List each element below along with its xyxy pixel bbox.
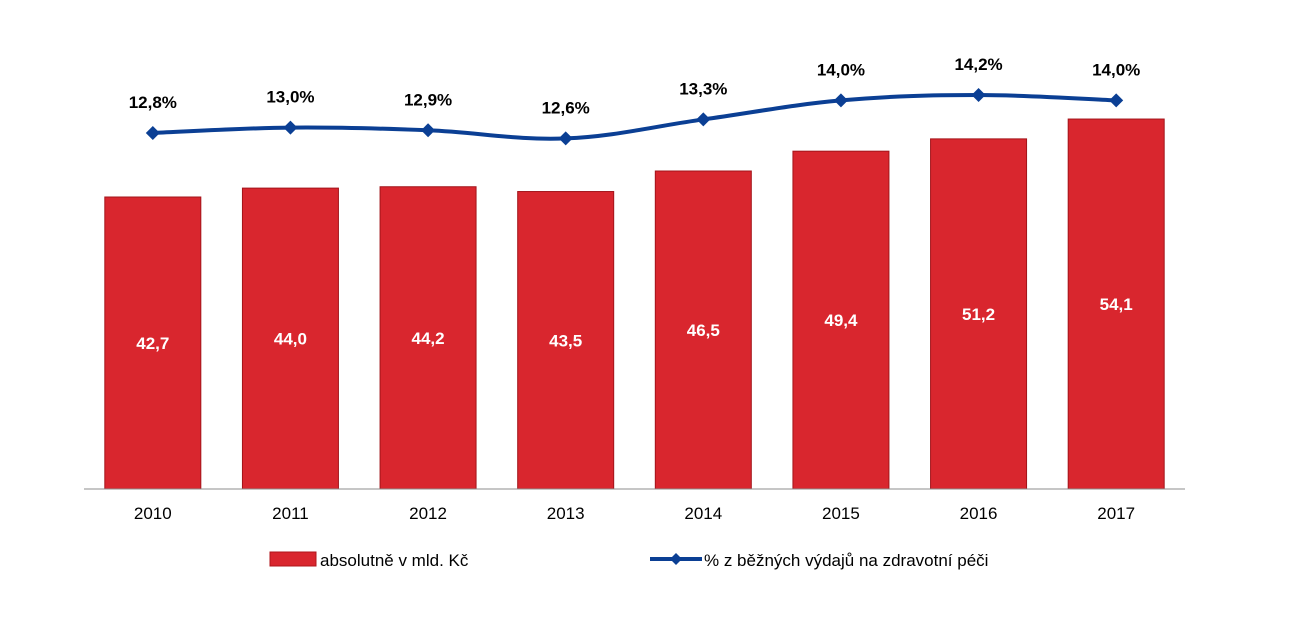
bar-label-2014: 46,5: [687, 321, 720, 340]
line-marker-2010: [145, 126, 160, 140]
x-axis-ticks: 2010 2011 2012 2013 2014 2015 2016 2017: [134, 504, 1135, 523]
line-marker-2012: [421, 123, 436, 138]
line-path: [152, 93, 1117, 141]
legend-label-line: % z běžných výdajů na zdravotní péči: [704, 551, 988, 570]
legend-marker-diamond: [670, 553, 682, 565]
bar-label-2010: 42,7: [136, 334, 169, 353]
line-label-2014: 13,3%: [679, 79, 727, 98]
x-tick-label-2015: 2015: [822, 504, 860, 523]
bar-label-2012: 44,2: [412, 329, 445, 348]
line-marker-2016: [971, 88, 986, 102]
bar-label-2016: 51,2: [962, 305, 995, 324]
line-label-2010: 12,8%: [129, 93, 177, 112]
x-tick-label-2013: 2013: [547, 504, 585, 523]
bar-2012: [379, 186, 477, 490]
bar-series: [104, 118, 1165, 490]
line-label-2012: 12,9%: [404, 90, 452, 109]
x-tick-label-2017: 2017: [1097, 504, 1135, 523]
bar-label-2017: 54,1: [1100, 295, 1133, 314]
bar-label-2015: 49,4: [824, 311, 858, 330]
x-tick-label-2010: 2010: [134, 504, 172, 523]
line-marker-2014: [696, 112, 711, 127]
line-label-2016: 14,2%: [954, 55, 1002, 74]
x-tick-label-2011: 2011: [272, 504, 309, 523]
bar-2010: [104, 196, 202, 490]
line-label-2017: 14,0%: [1092, 60, 1140, 79]
x-tick-label-2016: 2016: [960, 504, 998, 523]
bar-2014: [654, 170, 752, 490]
line-data-labels: 12,8% 13,0% 12,9% 12,6% 13,3% 14,0% 14,2% 14,0%: [129, 55, 1141, 117]
legend-swatch-bar: [269, 551, 317, 567]
bar-data-labels: 42,7 44,0 44,2 43,5 46,5 49,4 51,2 54,1: [136, 295, 1132, 353]
bar-2015: [792, 150, 890, 490]
bar-2017: [1067, 118, 1165, 490]
bar-label-2011: 44,0: [274, 330, 307, 349]
x-tick-label-2012: 2012: [409, 504, 447, 523]
line-series: [145, 88, 1124, 146]
line-marker-2013: [558, 131, 573, 146]
legend: absolutně v mld. Kč % z běžných výdajů n…: [269, 551, 988, 570]
line-marker-2015: [833, 93, 848, 108]
line-label-2015: 14,0%: [817, 60, 865, 79]
line-marker-2011: [283, 120, 298, 135]
bar-2011: [241, 187, 339, 490]
bar-2013: [517, 191, 615, 490]
bar-2016: [930, 138, 1028, 490]
line-label-2013: 12,6%: [542, 98, 590, 117]
line-marker-2017: [1109, 93, 1124, 108]
legend-label-bar: absolutně v mld. Kč: [320, 551, 469, 570]
bar-label-2013: 43,5: [549, 331, 582, 350]
line-label-2011: 13,0%: [266, 88, 314, 107]
x-tick-label-2014: 2014: [684, 504, 722, 523]
